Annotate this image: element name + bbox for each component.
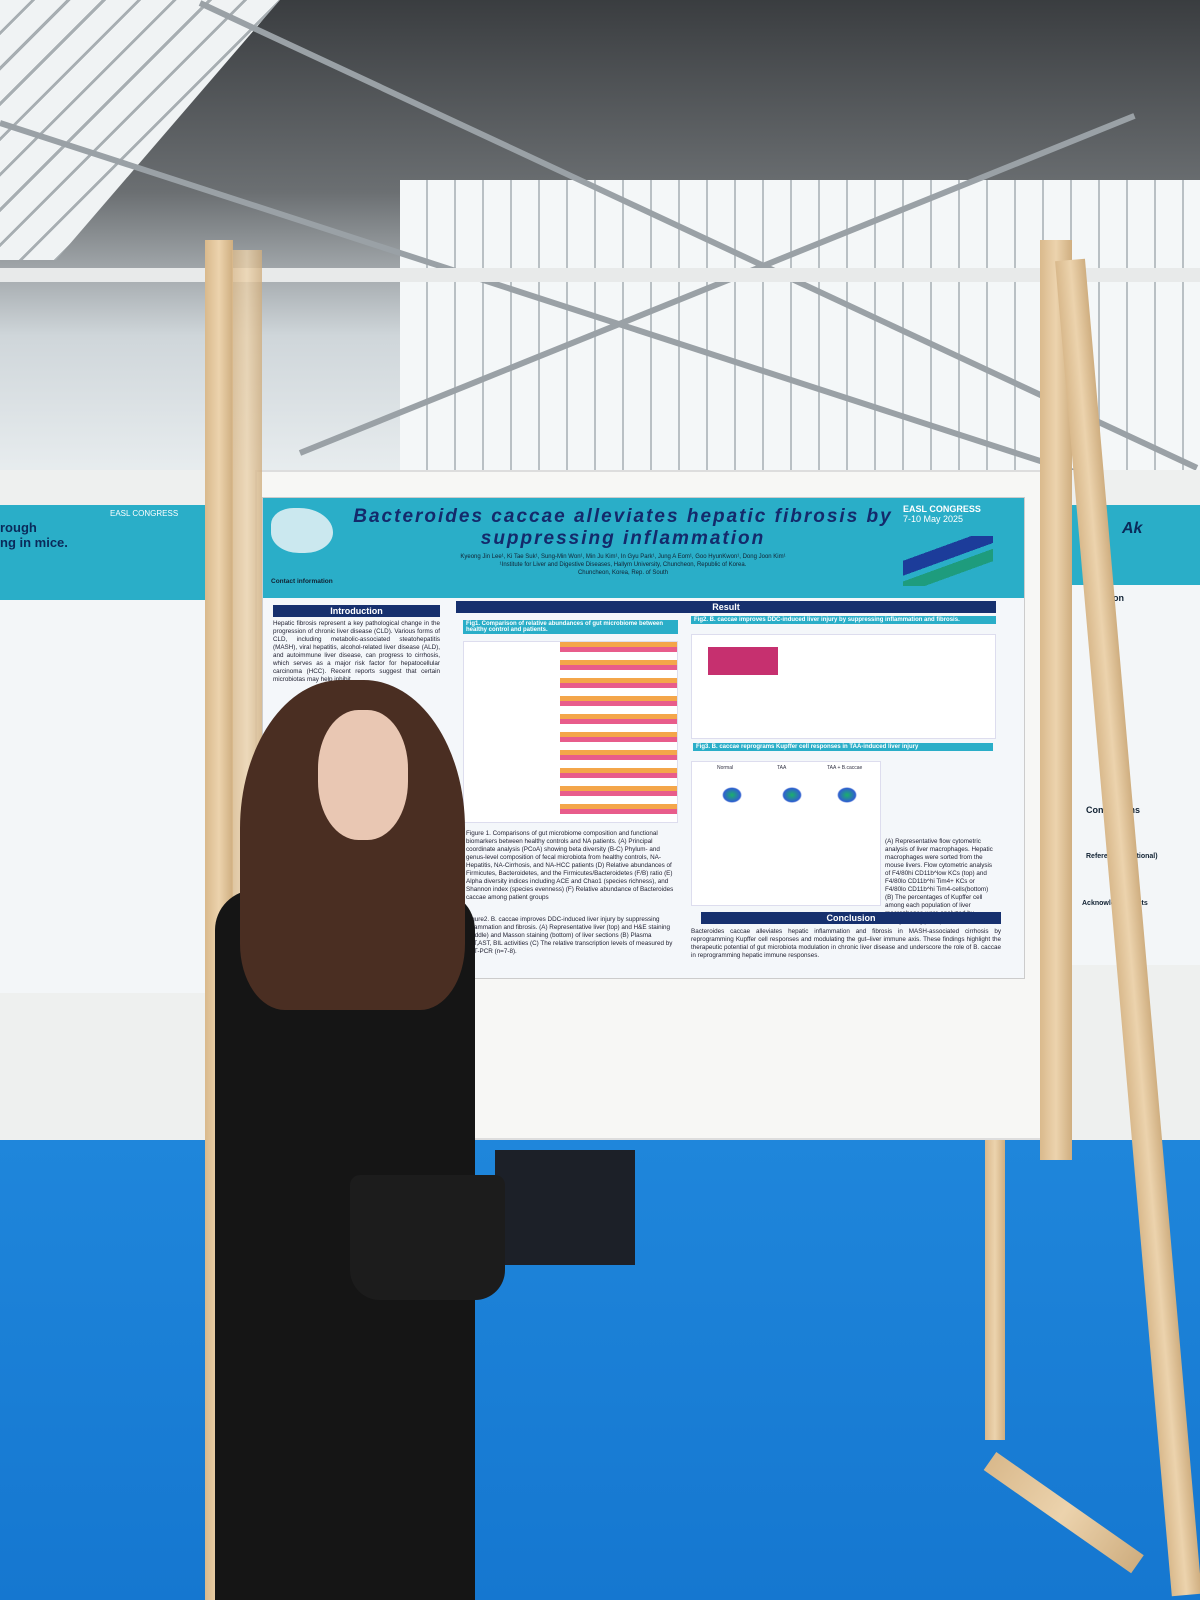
fig1-chart — [463, 641, 678, 823]
background-person-legs — [495, 1150, 635, 1265]
panel-label: TAA — [777, 765, 787, 771]
fig2-caption: Figure2. B. caccae improves DDC-induced … — [466, 916, 673, 955]
fig1-label: Fig1. Comparison of relative abundances … — [463, 620, 678, 634]
fig2-chart — [691, 634, 996, 739]
fig1-caption: Figure 1. Comparisons of gut microbiome … — [466, 830, 674, 901]
right-poster-title: Ak — [1122, 520, 1143, 537]
section-conclusion: Conclusion — [701, 912, 1001, 924]
affiliation: ¹Institute for Liver and Digestive Disea… — [499, 562, 747, 568]
easel-post — [985, 1140, 1005, 1440]
panel-label: TAA + B.caccae — [827, 765, 863, 771]
location: Chuncheon, Korea, Rep. of South — [577, 570, 669, 576]
poster-header: Bacteroides caccae alleviates hepatic fi… — [263, 498, 1024, 598]
intro-text: Hepatic fibrosis represent a key patholo… — [273, 620, 440, 683]
section-result: Result — [456, 601, 996, 613]
authors: Kyeong Jin Lee¹, Ki Tae Suk¹, Sung-Min W… — [460, 554, 786, 560]
fig3-flow-plots: Normal TAA TAA + B.caccae — [691, 761, 881, 906]
shoulder-bag — [350, 1175, 505, 1300]
person-face — [318, 710, 408, 840]
congress-logo: EASL CONGRESS 7-10 May 2025 — [903, 504, 1003, 524]
panel-label: Normal — [717, 765, 734, 771]
left-poster: rough ng in mice. EASL CONGRESS — [0, 505, 205, 993]
histology-image — [708, 647, 778, 675]
fig2-label: Fig2. B. caccae improves DDC-induced liv… — [691, 616, 996, 624]
left-poster-title: rough — [0, 520, 37, 535]
poster-title: Bacteroides caccae alleviates hepatic fi… — [353, 506, 893, 549]
congress-label: EASL CONGRESS — [903, 504, 981, 514]
hallym-logo — [903, 536, 993, 586]
contact-info: Contact information — [271, 578, 333, 585]
conclusion-text: Bacteroides caccae alleviates hepatic in… — [691, 928, 1001, 959]
frame-rail — [0, 268, 1200, 282]
poster-authors: Kyeong Jin Lee¹, Ki Tae Suk¹, Sung-Min W… — [343, 553, 903, 577]
congress-label: EASL CONGRESS — [110, 509, 179, 518]
congress-dates: 7-10 May 2025 — [903, 514, 964, 524]
liver-icon — [271, 508, 333, 553]
fig3-label: Fig3. B. caccae reprograms Kupffer cell … — [693, 743, 993, 751]
left-poster-title: ng in mice. — [0, 535, 68, 550]
section-introduction: Introduction — [273, 605, 440, 617]
